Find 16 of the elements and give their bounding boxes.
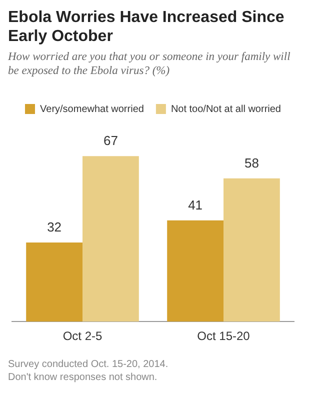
text: Don't know responses not shown. xyxy=(8,371,158,384)
data-label: 58 xyxy=(244,155,259,170)
bar xyxy=(224,178,280,322)
bar xyxy=(26,242,82,322)
chart-subtitle: How worried are you that you or someone in your family will be exposed to the Ebola virus? (%) xyxy=(8,50,292,78)
data-label: 41 xyxy=(188,197,203,212)
legend-label: Not too/Not at all worried xyxy=(170,104,282,115)
data-label: 67 xyxy=(103,133,118,148)
bar xyxy=(167,220,224,322)
x-tick-label: Oct 15-20 xyxy=(197,329,250,344)
bar xyxy=(82,156,139,322)
data-label: 32 xyxy=(47,220,62,235)
legend-label: Very/somewhat worried xyxy=(40,104,144,115)
x-tick-label: Oct 2-5 xyxy=(62,329,102,344)
chart-title: Ebola Worries Have Increased Since Early October xyxy=(8,8,286,46)
text: Survey conducted Oct. 15-20, 2014. xyxy=(8,358,170,371)
